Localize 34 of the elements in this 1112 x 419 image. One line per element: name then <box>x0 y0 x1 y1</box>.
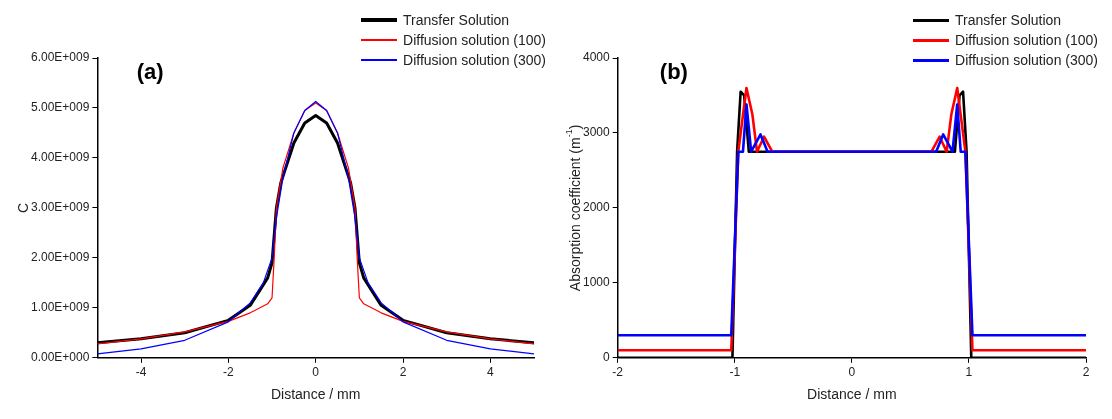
x-tick-label: -4 <box>135 365 147 380</box>
y-tick-label: 2.00E+009 <box>31 250 90 265</box>
x-tick-label: -1 <box>729 365 741 380</box>
y-tick-label: 3000 <box>582 125 611 140</box>
y-tick-label: 1000 <box>582 275 611 290</box>
chart-title: (b) <box>659 59 688 85</box>
legend-label: Transfer Solution <box>403 11 510 30</box>
y-axis-title: Absorption coefficient (m-1) <box>564 124 583 292</box>
y-tick-label: 0 <box>603 350 611 365</box>
y-tick-label: 1.00E+009 <box>31 300 90 315</box>
legend-label: Diffusion solution (100) <box>955 31 1098 50</box>
x-tick-label: 0 <box>312 365 320 380</box>
x-tick-label: -2 <box>612 365 624 380</box>
y-tick-label: 4.00E+009 <box>31 150 90 165</box>
y-tick-label: 5.00E+009 <box>31 100 90 115</box>
y-tick-label: 2000 <box>582 200 611 215</box>
x-tick-label: 4 <box>487 365 494 380</box>
x-axis-title: Distance / mm <box>270 386 361 403</box>
x-tick-label: 1 <box>965 365 973 380</box>
y-tick-label: 6.00E+009 <box>31 50 90 65</box>
y-axis-title: C <box>14 202 31 213</box>
x-tick-label: 0 <box>848 365 856 380</box>
legend-label: Diffusion solution (300) <box>403 51 546 70</box>
legend-label: Diffusion solution (100) <box>403 31 546 50</box>
x-axis-title: Distance / mm <box>807 386 897 403</box>
chart-title: (a) <box>136 59 164 85</box>
legend-label: Transfer Solution <box>955 11 1062 30</box>
x-tick-label: 2 <box>1082 365 1090 380</box>
x-tick-label: -2 <box>223 365 235 380</box>
y-tick-label: 4000 <box>582 50 611 65</box>
y-tick-label: 0.00E+000 <box>31 350 90 365</box>
x-tick-label: 2 <box>399 365 407 380</box>
y-tick-label: 3.00E+009 <box>31 200 90 215</box>
legend-label: Diffusion solution (300) <box>955 51 1098 70</box>
